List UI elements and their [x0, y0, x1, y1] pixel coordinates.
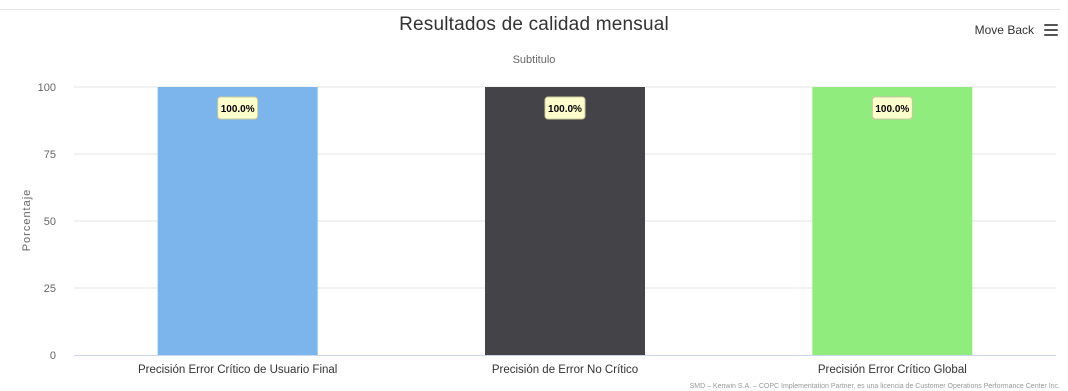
data-label-box [544, 96, 586, 120]
data-label-2: 100.0% [544, 96, 586, 120]
data-labels: 100.0% 100.0% 100.0% [217, 96, 913, 120]
data-label-text: 100.0% [875, 104, 909, 115]
chart-title: Resultados de calidad mensual [399, 14, 669, 35]
top-rule [0, 9, 1060, 10]
data-label-3: 100.0% [871, 96, 913, 120]
x-tick-label: Precisión Error Crítico de Usuario Final [138, 364, 337, 376]
data-label-box [217, 96, 259, 120]
chart-subtitle: Subtitulo [512, 54, 556, 66]
bar-3[interactable] [812, 87, 973, 355]
data-label-text: 100.0% [221, 104, 255, 115]
y-axis-ticks: 0 25 50 75 100 [38, 82, 56, 362]
y-tick-label: 50 [44, 216, 56, 228]
bar-2[interactable] [485, 87, 645, 355]
bar-1[interactable] [157, 87, 318, 355]
x-tick-label: Precisión de Error No Crítico [492, 364, 638, 376]
x-axis-ticks: Precisión Error Crítico de Usuario Final… [138, 364, 967, 376]
y-tick-label: 75 [44, 149, 56, 161]
y-tick-label: 0 [50, 350, 56, 362]
data-label-box [871, 96, 913, 120]
x-tick-label: Precisión Error Crítico Global [818, 364, 967, 376]
y-axis-label: Porcentaje [21, 189, 33, 252]
y-tick-label: 25 [44, 283, 56, 295]
y-tick-label: 100 [38, 82, 56, 94]
credits-text: SMD – Kenwin S.A. – COPC Implementation … [689, 383, 1060, 390]
move-back-button[interactable]: Move Back [974, 23, 1034, 37]
chart-toolbar: Move Back [975, 23, 1058, 37]
hamburger-menu-icon[interactable] [1044, 24, 1058, 36]
bars [157, 87, 973, 355]
data-label-text: 100.0% [548, 104, 582, 115]
data-label-1: 100.0% [217, 96, 259, 120]
